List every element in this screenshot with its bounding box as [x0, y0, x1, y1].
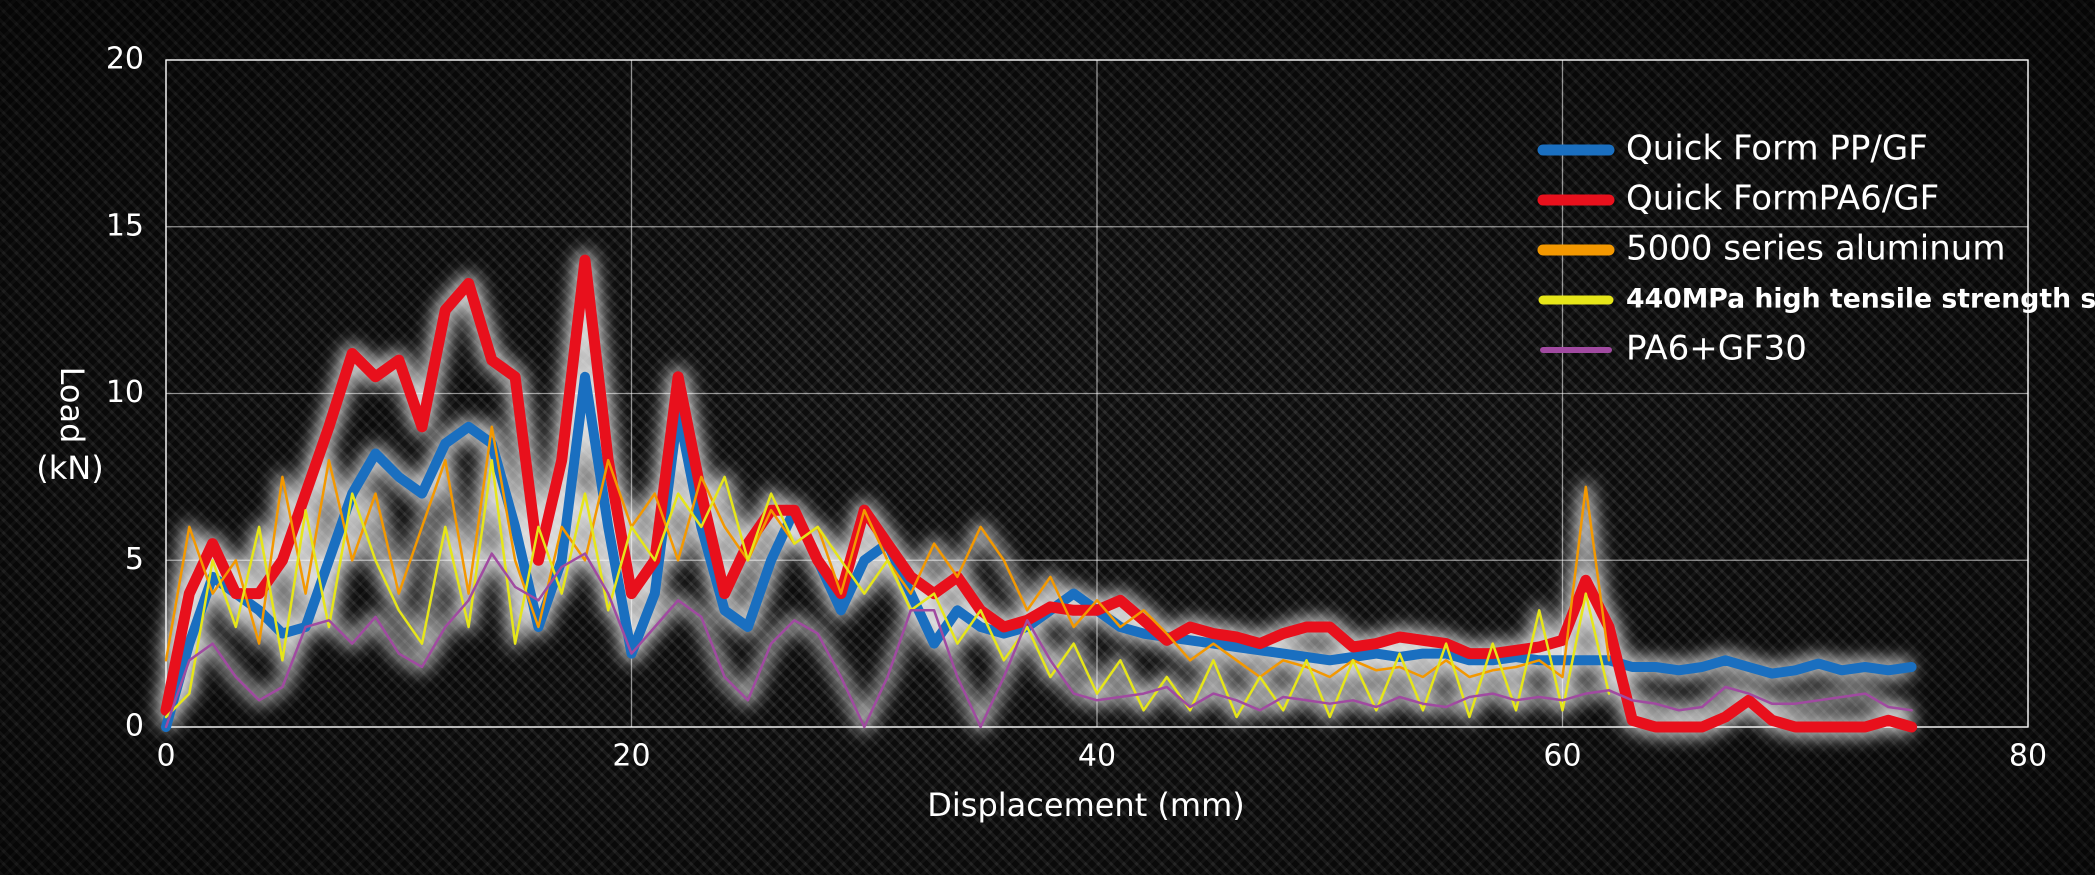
y-axis-title: Load: [53, 367, 91, 444]
legend-label: 5000 series aluminum: [1626, 229, 2005, 269]
legend-label: PA6+GF30: [1626, 329, 1807, 369]
legend-label: Quick Form PP/GF: [1626, 129, 1928, 169]
series-line: [160, 254, 1918, 733]
x-tick-label: 0: [156, 739, 175, 774]
legend-label: Quick FormPA6/GF: [1626, 179, 1939, 219]
x-tick-label: 80: [2009, 739, 2047, 774]
y-axis-unit: (kN): [36, 449, 103, 487]
series-line: [164, 458, 1611, 719]
series-line: [164, 552, 1913, 729]
y-tick-label: 20: [106, 42, 144, 77]
y-tick-label: 10: [106, 375, 144, 410]
y-tick-label: 5: [125, 542, 144, 577]
x-tick-label: 20: [612, 739, 650, 774]
legend-label: 440MPa high tensile strength steel: [1626, 284, 2095, 315]
x-tick-label: 40: [1078, 739, 1116, 774]
x-axis-title: Displacement (mm): [927, 786, 1244, 824]
y-tick-label: 0: [125, 709, 144, 744]
y-tick-label: 15: [106, 208, 144, 243]
plot-frame: [165, 59, 2029, 728]
x-tick-label: 60: [1543, 739, 1581, 774]
